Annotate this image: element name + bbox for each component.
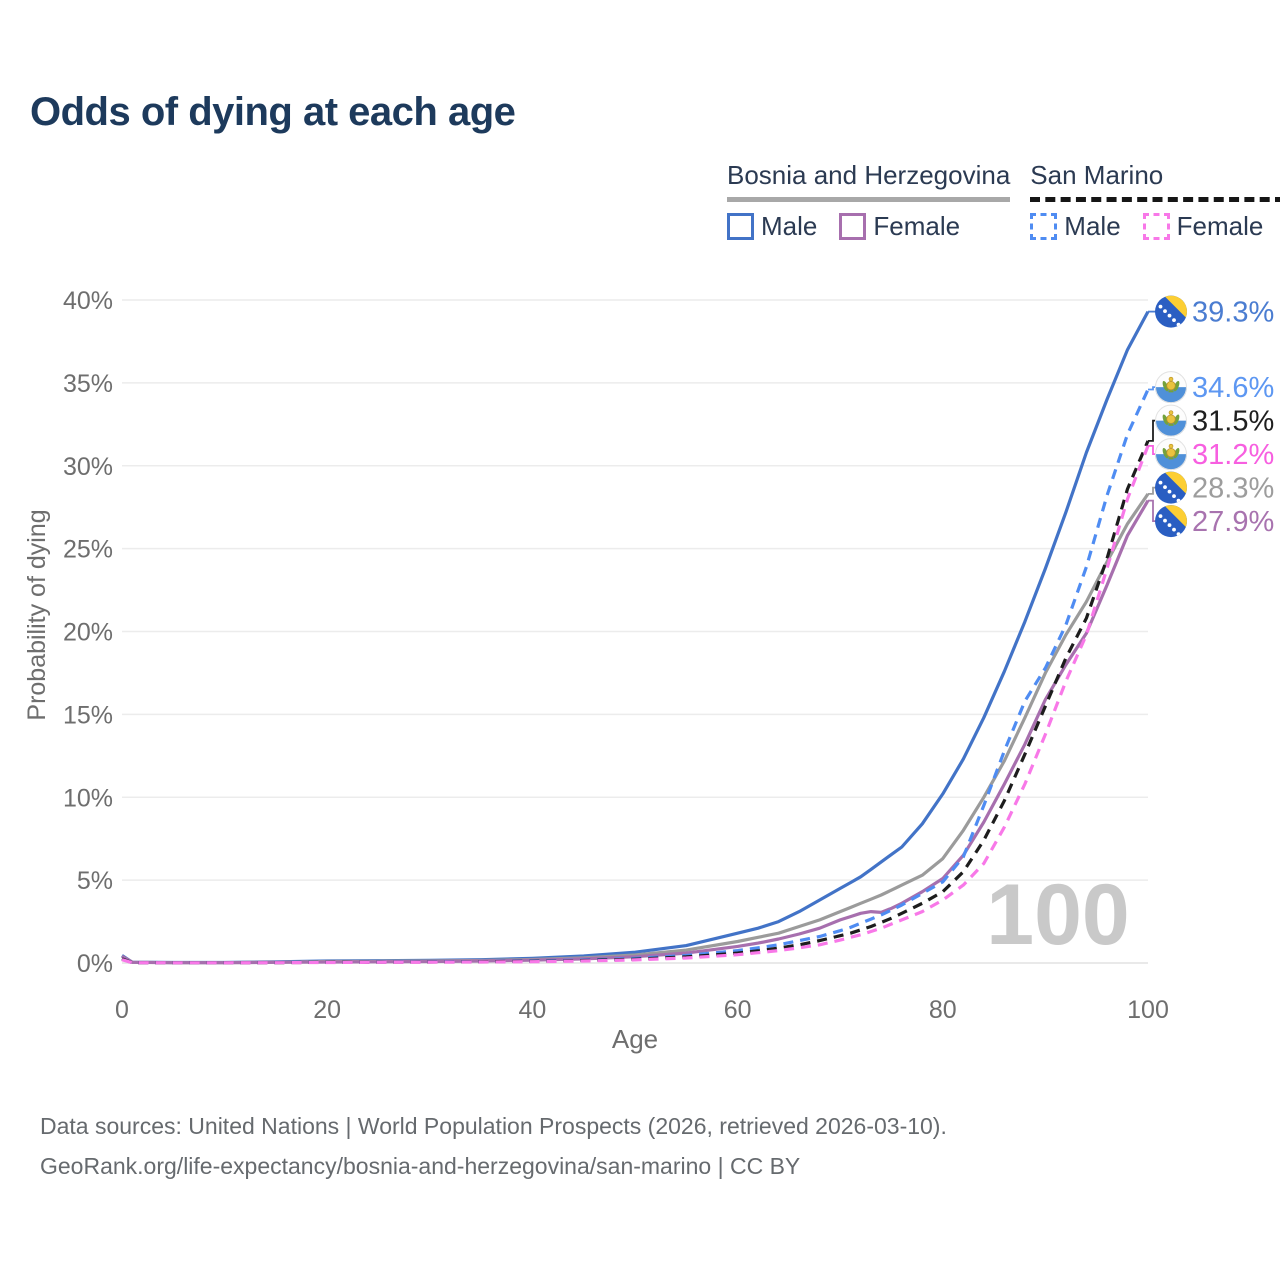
x-tick-label: 60 [724, 996, 752, 1024]
footer: Data sources: United Nations | World Pop… [40, 1106, 947, 1186]
end-label-sm-male: 34.6% [1192, 372, 1274, 404]
end-label-connector-bih-female [1148, 499, 1156, 522]
end-label-bih-female: 27.9% [1192, 506, 1274, 538]
san-marino-flag-icon [1155, 371, 1187, 404]
end-label-connector-sm-male [1148, 386, 1156, 391]
bosnia-and-herzegovina-flag-icon [1155, 505, 1187, 538]
legend-swatch-bih-male[interactable] [727, 213, 754, 240]
y-axis-title: Probability of dying [23, 509, 51, 720]
legend-country-bosnia-and-herzegovina[interactable]: Bosnia and Herzegovina [727, 160, 1011, 202]
end-label-connector-sm-female [1148, 445, 1156, 455]
y-tick-label: 25% [63, 536, 113, 564]
legend-group-bosnia-and-herzegovina: Bosnia and Herzegovina Male Female [727, 160, 1011, 242]
footer-data-sources: Data sources: United Nations | World Pop… [40, 1113, 947, 1139]
legend-label-sm-female[interactable]: Female [1176, 211, 1264, 241]
y-tick-label: 35% [63, 370, 113, 398]
hover-age-watermark: 100 [986, 867, 1130, 963]
legend-label-bih-male[interactable]: Male [761, 211, 818, 241]
x-tick-label: 0 [115, 996, 129, 1024]
x-axis-title: Age [612, 1024, 658, 1054]
legend-swatch-bih-female[interactable] [839, 213, 867, 240]
legend-row-san-marino: Male Female [1030, 211, 1280, 242]
series-line-bih-male [121, 310, 1150, 965]
x-tick-label: 80 [929, 996, 957, 1024]
x-tick-label: 20 [313, 996, 341, 1024]
end-label-connector-bih-total [1148, 486, 1156, 495]
bosnia-and-herzegovina-flag-icon [1155, 471, 1187, 504]
legend-group-san-marino: San Marino Male Female [1030, 160, 1280, 242]
y-tick-label: 10% [63, 784, 113, 812]
bosnia-and-herzegovina-flag-icon [1155, 295, 1187, 328]
end-label-bih-male: 39.3% [1192, 297, 1274, 329]
y-tick-label: 20% [63, 619, 113, 647]
y-tick-label: 0% [77, 950, 113, 978]
end-label-bih-total: 28.3% [1192, 473, 1274, 505]
legend: Bosnia and Herzegovina Male Female San M… [727, 160, 1280, 242]
legend-label-bih-female[interactable]: Female [873, 211, 961, 241]
end-label-sm-total: 31.5% [1192, 406, 1274, 438]
legend-row-bosnia-and-herzegovina: Male Female [727, 211, 1010, 242]
san-marino-flag-icon [1155, 438, 1187, 471]
y-tick-label: 30% [63, 453, 113, 481]
end-label-connector-sm-total [1148, 419, 1156, 442]
san-marino-flag-icon [1155, 404, 1187, 437]
legend-swatch-sm-female[interactable] [1142, 213, 1170, 240]
legend-label-sm-male[interactable]: Male [1064, 211, 1121, 241]
legend-country-san-marino[interactable]: San Marino [1030, 160, 1280, 202]
y-tick-label: 15% [63, 701, 113, 729]
series-line-sm-female [121, 445, 1150, 965]
page-title: Odds of dying at each age [30, 90, 516, 134]
y-tick-label: 5% [77, 867, 113, 895]
x-tick-label: 40 [518, 996, 546, 1024]
x-tick-label: 100 [1127, 996, 1169, 1024]
footer-attribution: GeoRank.org/life-expectancy/bosnia-and-h… [40, 1153, 801, 1179]
y-tick-label: 40% [63, 287, 113, 315]
end-label-sm-female: 31.2% [1192, 439, 1274, 471]
legend-swatch-sm-male[interactable] [1030, 213, 1058, 240]
